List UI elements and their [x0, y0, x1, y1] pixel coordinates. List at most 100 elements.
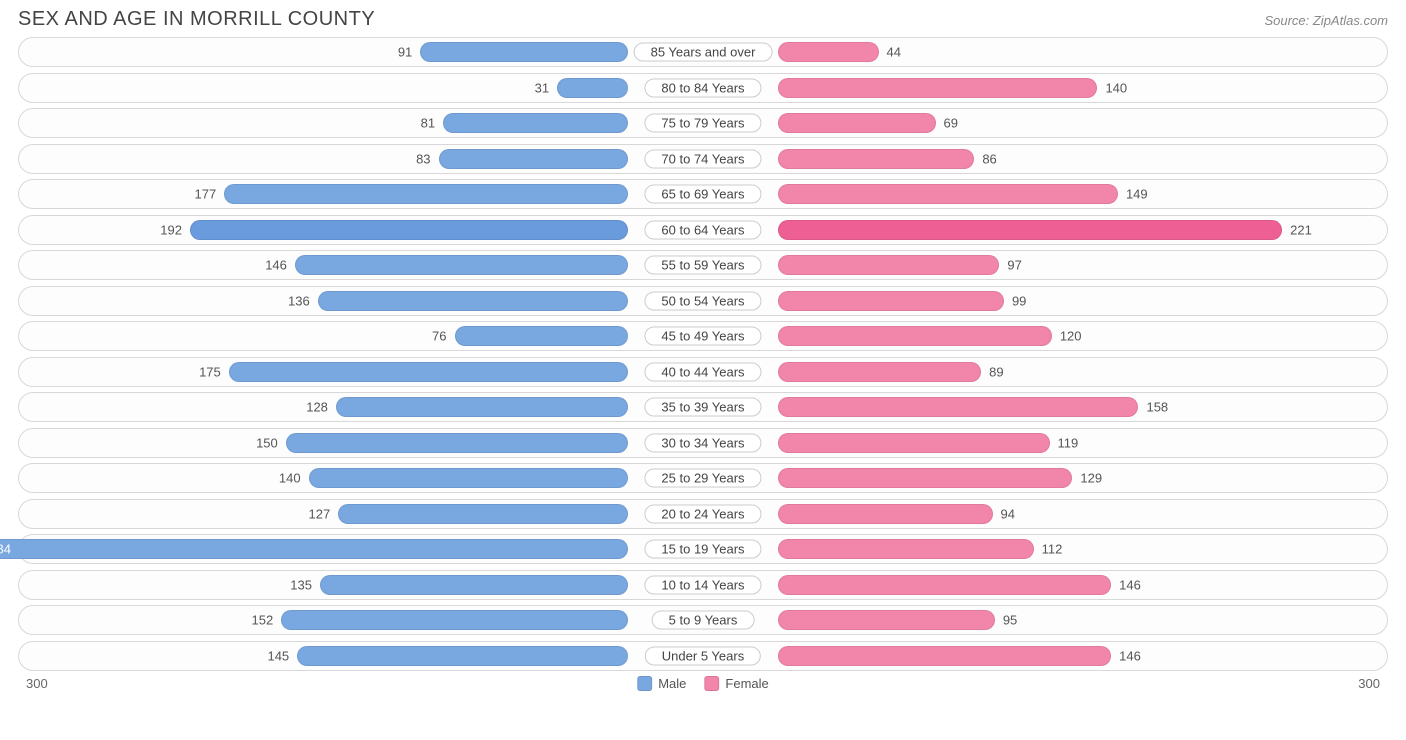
- category-label: 40 to 44 Years: [644, 362, 761, 381]
- category-label: 85 Years and over: [634, 43, 773, 62]
- category-label: 65 to 69 Years: [644, 185, 761, 204]
- male-bar: [338, 504, 628, 524]
- pyramid-row: 1469755 to 59 Years: [18, 250, 1388, 280]
- male-bar: [443, 113, 628, 133]
- pyramid-row: 152955 to 9 Years: [18, 605, 1388, 635]
- male-value: 31: [535, 80, 549, 95]
- female-value: 129: [1080, 471, 1102, 486]
- male-value: 145: [267, 648, 289, 663]
- female-bar: [778, 468, 1072, 488]
- female-value: 120: [1060, 329, 1082, 344]
- male-value: 150: [256, 435, 278, 450]
- female-value: 140: [1105, 80, 1127, 95]
- pyramid-row: 83 86 70 to 74 Years: [18, 144, 1388, 174]
- pyramid-row: 81 69 75 to 79 Years: [18, 108, 1388, 138]
- male-value: 146: [265, 258, 287, 273]
- female-value: 99: [1012, 293, 1026, 308]
- female-bar: [778, 646, 1111, 666]
- female-value: 158: [1146, 400, 1168, 415]
- female-bar: [778, 291, 1004, 311]
- chart-source: Source: ZipAtlas.com: [1264, 13, 1388, 28]
- male-value: 136: [288, 293, 310, 308]
- category-label: 5 to 9 Years: [652, 611, 755, 630]
- category-label: 70 to 74 Years: [644, 149, 761, 168]
- male-bar: [309, 468, 628, 488]
- male-value: 135: [290, 577, 312, 592]
- category-label: 20 to 24 Years: [644, 504, 761, 523]
- pyramid-row: 150 119 30 to 34 Years: [18, 428, 1388, 458]
- category-label: 80 to 84 Years: [644, 78, 761, 97]
- pyramid-row: 31 140 80 to 84 Years: [18, 73, 1388, 103]
- category-label: 15 to 19 Years: [644, 540, 761, 559]
- male-value: 177: [195, 187, 217, 202]
- male-bar: [336, 397, 628, 417]
- male-value: 127: [309, 506, 331, 521]
- male-bar: [295, 255, 628, 275]
- category-label: 25 to 29 Years: [644, 469, 761, 488]
- pyramid-row: 127 94 20 to 24 Years: [18, 499, 1388, 529]
- legend-female: Female: [704, 676, 768, 691]
- male-bar: [320, 575, 628, 595]
- female-value: 69: [944, 116, 958, 131]
- legend-male: Male: [637, 676, 686, 691]
- male-value: 140: [279, 471, 301, 486]
- male-value: 152: [252, 613, 274, 628]
- pyramid-row: 140 129 25 to 29 Years: [18, 463, 1388, 493]
- female-bar: [778, 433, 1049, 453]
- category-label: 10 to 14 Years: [644, 575, 761, 594]
- female-value: 149: [1126, 187, 1148, 202]
- male-bar: [297, 646, 628, 666]
- female-value: 86: [982, 151, 996, 166]
- female-bar: [778, 326, 1052, 346]
- female-value: 112: [1042, 542, 1063, 557]
- pyramid-row: 28411215 to 19 Years: [18, 534, 1388, 564]
- female-value: 221: [1290, 222, 1312, 237]
- male-bar: [224, 184, 628, 204]
- axis-max-left: 300: [26, 676, 48, 691]
- pyramid-row: 177 149 65 to 69 Years: [18, 179, 1388, 209]
- category-label: Under 5 Years: [645, 646, 761, 665]
- male-bar: [190, 220, 628, 240]
- male-bar: [229, 362, 628, 382]
- pyramid-row: 13514610 to 14 Years: [18, 570, 1388, 600]
- male-bar: [318, 291, 628, 311]
- category-label: 75 to 79 Years: [644, 114, 761, 133]
- male-value: 83: [416, 151, 430, 166]
- category-label: 30 to 34 Years: [644, 433, 761, 452]
- male-value: 91: [398, 45, 412, 60]
- male-swatch: [637, 676, 652, 691]
- male-bar: [420, 42, 627, 62]
- female-bar: [778, 504, 992, 524]
- female-value: 119: [1058, 435, 1079, 450]
- female-bar: [778, 220, 1282, 240]
- legend-female-label: Female: [725, 676, 768, 691]
- female-bar: [778, 149, 974, 169]
- category-label: 50 to 54 Years: [644, 291, 761, 310]
- population-pyramid: 91 44 85 Years and over 31 140 80 to 84 Years…: [0, 35, 1406, 671]
- female-value: 146: [1119, 648, 1141, 663]
- chart-title: SEX AND AGE IN MORRILL COUNTY: [18, 8, 375, 31]
- female-bar: [778, 362, 981, 382]
- male-bar: [455, 326, 628, 346]
- pyramid-row: 7612045 to 49 Years: [18, 321, 1388, 351]
- category-label: 45 to 49 Years: [644, 327, 761, 346]
- male-value: 284: [0, 542, 11, 557]
- female-bar: [778, 397, 1138, 417]
- female-bar: [778, 610, 995, 630]
- female-bar: [778, 575, 1111, 595]
- legend: Male Female: [637, 676, 769, 691]
- female-value: 89: [989, 364, 1003, 379]
- pyramid-row: 19222160 to 64 Years: [18, 215, 1388, 245]
- female-bar: [778, 539, 1033, 559]
- female-bar: [778, 113, 935, 133]
- female-bar: [778, 78, 1097, 98]
- female-value: 94: [1001, 506, 1015, 521]
- male-value: 81: [421, 116, 435, 131]
- male-value: 175: [199, 364, 221, 379]
- male-bar: [281, 610, 628, 630]
- female-swatch: [704, 676, 719, 691]
- male-bar: [557, 78, 628, 98]
- female-value: 44: [887, 45, 901, 60]
- chart-footer: 300 Male Female 300: [0, 676, 1406, 700]
- male-bar: [439, 149, 628, 169]
